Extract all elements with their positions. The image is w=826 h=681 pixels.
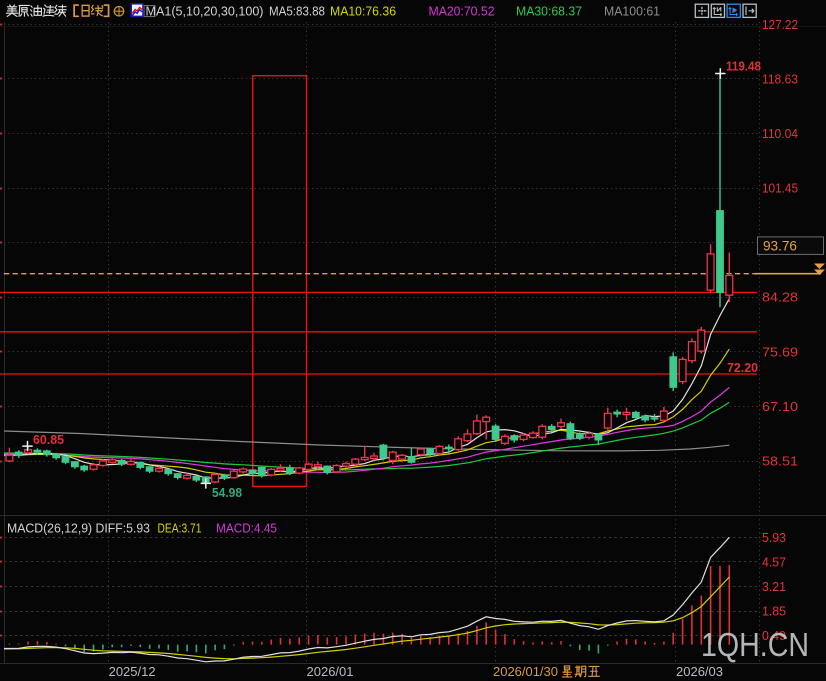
svg-text:84.28: 84.28 [762,290,798,305]
svg-text:2025/12: 2025/12 [109,664,156,679]
svg-text:75.69: 75.69 [762,344,798,359]
svg-text:2026/01: 2026/01 [307,664,354,679]
svg-text:5.93: 5.93 [762,530,786,545]
svg-text:MA1(5,10,20,30,100): MA1(5,10,20,30,100) [146,4,264,19]
svg-text:MA30:68.37: MA30:68.37 [516,4,582,19]
svg-text:58.51: 58.51 [762,454,798,469]
svg-text:127.22: 127.22 [762,17,798,32]
svg-text:67.10: 67.10 [762,399,798,414]
svg-text:101.45: 101.45 [762,181,798,196]
svg-text:MACD(26,12,9) DIFF:5.93: MACD(26,12,9) DIFF:5.93 [7,521,150,536]
svg-text:MA100:61: MA100:61 [604,4,660,19]
svg-text:2026/01/30: 2026/01/30 [493,664,558,679]
svg-text:0.49: 0.49 [762,628,786,643]
svg-text:MA5:83.88: MA5:83.88 [269,4,325,19]
svg-text:118.63: 118.63 [762,71,798,86]
svg-text:54.98: 54.98 [212,485,242,500]
svg-text:3.21: 3.21 [762,579,786,594]
svg-text:MA10:76.36: MA10:76.36 [330,4,396,19]
svg-text:4.57: 4.57 [762,554,786,569]
svg-text:93.76: 93.76 [763,238,797,253]
svg-text:72.20: 72.20 [727,360,758,375]
svg-text:110.04: 110.04 [762,126,798,141]
svg-text:MACD:4.45: MACD:4.45 [216,521,277,536]
svg-text:DEA:3.71: DEA:3.71 [158,521,202,536]
svg-text:2026/03: 2026/03 [676,664,723,679]
svg-text:119.48: 119.48 [726,59,761,74]
svg-text:1QH.CN: 1QH.CN [701,626,809,663]
svg-text:60.85: 60.85 [33,432,64,447]
svg-text:MA20:70.52: MA20:70.52 [429,4,495,19]
svg-text:1.85: 1.85 [762,604,786,619]
